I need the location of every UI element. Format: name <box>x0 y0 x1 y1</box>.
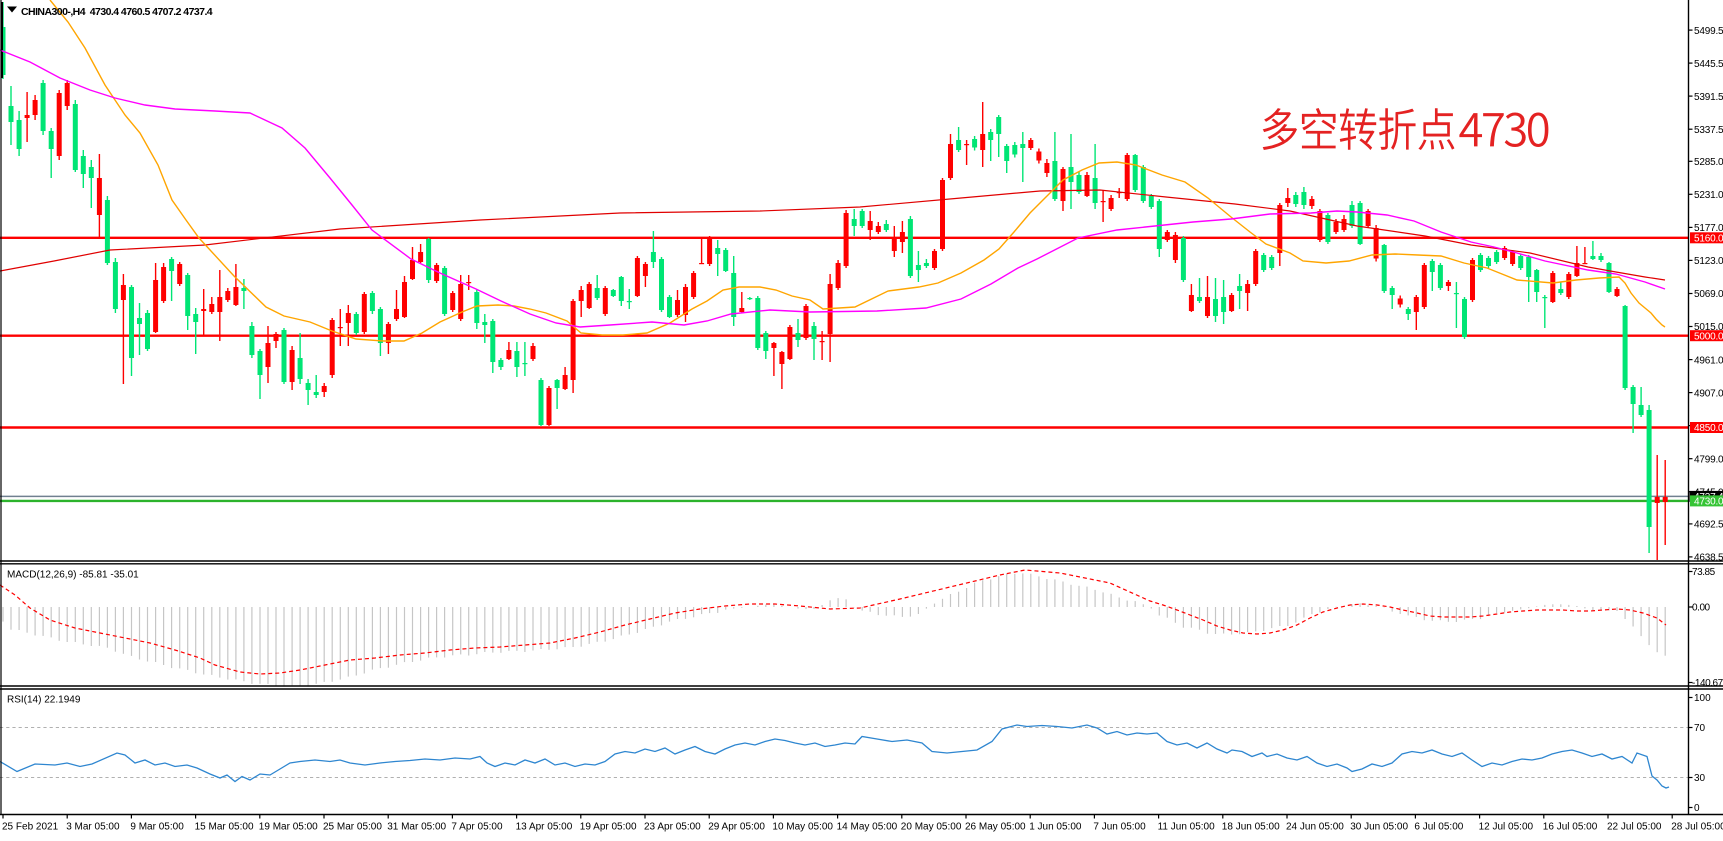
svg-text:0: 0 <box>1694 803 1700 814</box>
svg-text:6 Jul 05:00: 6 Jul 05:00 <box>1414 822 1463 833</box>
svg-text:7 Jun 05:00: 7 Jun 05:00 <box>1093 822 1146 833</box>
svg-text:4692.5: 4692.5 <box>1694 520 1723 531</box>
svg-text:16 Jul 05:00: 16 Jul 05:00 <box>1543 822 1598 833</box>
svg-text:28 Jul 05:00: 28 Jul 05:00 <box>1671 822 1723 833</box>
svg-text:20 May 05:00: 20 May 05:00 <box>901 822 962 833</box>
svg-text:5445.5: 5445.5 <box>1694 59 1723 70</box>
svg-text:25 Mar 05:00: 25 Mar 05:00 <box>323 822 382 833</box>
svg-text:4907.0: 4907.0 <box>1694 388 1723 399</box>
svg-text:23 Apr 05:00: 23 Apr 05:00 <box>644 822 701 833</box>
svg-text:5231.0: 5231.0 <box>1694 190 1723 201</box>
svg-text:4730.0: 4730.0 <box>1694 497 1723 508</box>
svg-text:100: 100 <box>1694 693 1711 704</box>
svg-text:31 Mar 05:00: 31 Mar 05:00 <box>387 822 446 833</box>
svg-text:9 Mar 05:00: 9 Mar 05:00 <box>130 822 184 833</box>
svg-text:26 May 05:00: 26 May 05:00 <box>965 822 1026 833</box>
svg-text:12 Jul 05:00: 12 Jul 05:00 <box>1479 822 1534 833</box>
svg-text:15 Mar 05:00: 15 Mar 05:00 <box>195 822 254 833</box>
svg-text:24 Jun 05:00: 24 Jun 05:00 <box>1286 822 1344 833</box>
svg-text:18 Jun 05:00: 18 Jun 05:00 <box>1222 822 1280 833</box>
svg-text:CHINA300-,H4 4730.4 4760.5 47: CHINA300-,H4 4730.4 4760.5 4707.2 4737.4 <box>21 6 213 18</box>
svg-text:4850.0: 4850.0 <box>1694 423 1723 434</box>
svg-text:22 Jul 05:00: 22 Jul 05:00 <box>1607 822 1662 833</box>
svg-text:14 May 05:00: 14 May 05:00 <box>837 822 898 833</box>
svg-text:19 Apr 05:00: 19 Apr 05:00 <box>580 822 637 833</box>
svg-text:73.85: 73.85 <box>1692 567 1716 578</box>
svg-text:MACD(12,26,9) -85.81 -35.01: MACD(12,26,9) -85.81 -35.01 <box>7 570 139 581</box>
svg-text:0.00: 0.00 <box>1692 603 1711 614</box>
svg-text:19 Mar 05:00: 19 Mar 05:00 <box>259 822 318 833</box>
svg-text:10 May 05:00: 10 May 05:00 <box>772 822 833 833</box>
svg-text:RSI(14) 22.1949: RSI(14) 22.1949 <box>7 695 81 706</box>
svg-text:-140.67: -140.67 <box>1692 678 1723 689</box>
svg-text:13 Apr 05:00: 13 Apr 05:00 <box>516 822 573 833</box>
svg-text:5285.0: 5285.0 <box>1694 157 1723 168</box>
svg-text:1 Jun 05:00: 1 Jun 05:00 <box>1029 822 1082 833</box>
svg-text:30: 30 <box>1694 773 1706 784</box>
svg-text:5000.0: 5000.0 <box>1694 331 1723 342</box>
svg-text:29 Apr 05:00: 29 Apr 05:00 <box>708 822 765 833</box>
svg-text:5160.0: 5160.0 <box>1694 234 1723 245</box>
svg-text:5337.5: 5337.5 <box>1694 125 1723 136</box>
svg-text:5069.0: 5069.0 <box>1694 289 1723 300</box>
svg-text:5499.5: 5499.5 <box>1694 26 1723 37</box>
svg-text:7 Apr 05:00: 7 Apr 05:00 <box>451 822 503 833</box>
svg-text:4638.5: 4638.5 <box>1694 553 1723 564</box>
svg-text:4799.0: 4799.0 <box>1694 454 1723 465</box>
svg-text:3 Mar 05:00: 3 Mar 05:00 <box>66 822 120 833</box>
svg-text:11 Jun 05:00: 11 Jun 05:00 <box>1158 822 1216 833</box>
svg-text:70: 70 <box>1694 723 1706 734</box>
svg-text:5123.0: 5123.0 <box>1694 256 1723 267</box>
svg-text:4961.0: 4961.0 <box>1694 355 1723 366</box>
svg-text:25 Feb 2021: 25 Feb 2021 <box>2 822 59 833</box>
svg-text:5391.5: 5391.5 <box>1694 92 1723 103</box>
svg-text:30 Jun 05:00: 30 Jun 05:00 <box>1350 822 1408 833</box>
